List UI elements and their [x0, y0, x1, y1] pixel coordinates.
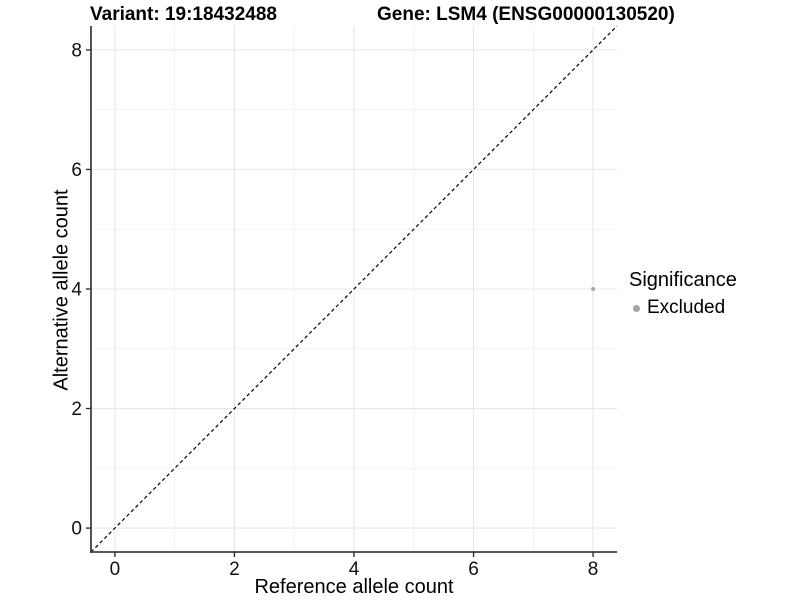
legend-entry-label: Excluded: [647, 297, 726, 318]
data-point-excluded: [591, 287, 596, 291]
x-tick-label: 0: [110, 559, 121, 580]
x-tick-label: 4: [349, 559, 360, 580]
plot-title-gene: Gene: LSM4 (ENSG00000130520): [377, 4, 675, 25]
y-tick-label: 6: [71, 160, 82, 181]
x-tick-label: 8: [588, 559, 599, 580]
identity-dashed-line: [90, 25, 618, 553]
x-tick-label: 6: [468, 559, 479, 580]
excluded-point-icon: [633, 304, 640, 312]
y-tick-label: 0: [71, 519, 82, 540]
y-axis-title: Alternative allele count: [50, 189, 73, 391]
plot-title-variant: Variant: 19:18432488: [90, 4, 277, 25]
y-tick-label: 4: [71, 280, 82, 301]
y-tick-label: 8: [71, 40, 82, 61]
x-axis-title: Reference allele count: [254, 576, 454, 598]
x-tick-label: 2: [229, 559, 240, 580]
legend-title: Significance: [629, 269, 737, 291]
legend: Significance Excluded: [629, 269, 737, 319]
y-tick-label: 2: [71, 399, 82, 420]
legend-entry-excluded: Excluded: [629, 297, 737, 319]
